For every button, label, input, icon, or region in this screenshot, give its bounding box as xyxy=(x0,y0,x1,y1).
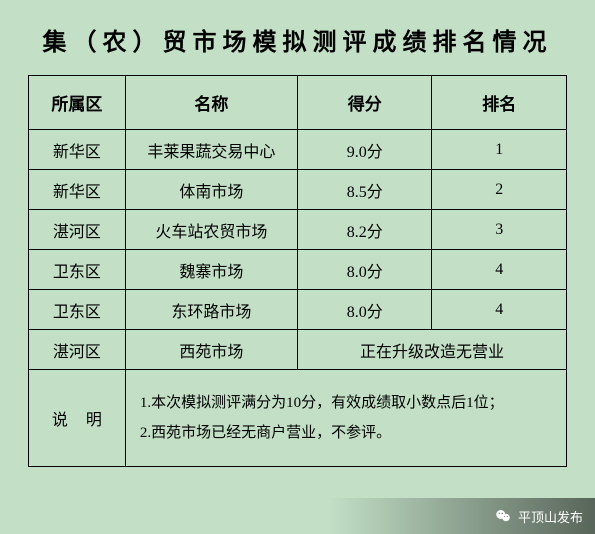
cell-rank: 3 xyxy=(432,210,567,250)
footer-watermark: 平顶山发布 xyxy=(0,498,595,534)
cell-district: 新华区 xyxy=(29,130,126,170)
page-title: 集（农）贸市场模拟测评成绩排名情况 xyxy=(0,0,595,75)
col-score: 得分 xyxy=(297,76,432,130)
cell-status: 正在升级改造无营业 xyxy=(297,330,566,370)
table-container: 所属区 名称 得分 排名 新华区 丰莱果蔬交易中心 9.0分 1 新华区 体南市… xyxy=(0,75,595,467)
cell-rank: 1 xyxy=(432,130,567,170)
cell-score: 8.2分 xyxy=(297,210,432,250)
cell-name: 魏寨市场 xyxy=(125,250,297,290)
col-rank: 排名 xyxy=(432,76,567,130)
cell-score: 9.0分 xyxy=(297,130,432,170)
cell-score: 8.5分 xyxy=(297,170,432,210)
cell-rank: 2 xyxy=(432,170,567,210)
cell-district: 湛河区 xyxy=(29,330,126,370)
cell-district: 卫东区 xyxy=(29,250,126,290)
cell-name: 东环路市场 xyxy=(125,290,297,330)
cell-district: 新华区 xyxy=(29,170,126,210)
cell-score: 8.0分 xyxy=(297,290,432,330)
col-name: 名称 xyxy=(125,76,297,130)
note-line-2: 2.西苑市场已经无商户营业，不参评。 xyxy=(140,418,558,448)
table-row: 新华区 丰莱果蔬交易中心 9.0分 1 xyxy=(29,130,567,170)
cell-rank: 4 xyxy=(432,250,567,290)
footer-source-text: 平顶山发布 xyxy=(518,507,583,526)
note-content: 1.本次模拟测评满分为10分，有效成绩取小数点后1位； 2.西苑市场已经无商户营… xyxy=(125,370,566,467)
table-row: 卫东区 东环路市场 8.0分 4 xyxy=(29,290,567,330)
ranking-table: 所属区 名称 得分 排名 新华区 丰莱果蔬交易中心 9.0分 1 新华区 体南市… xyxy=(28,75,567,467)
note-label: 说明 xyxy=(29,370,126,467)
note-line-1: 1.本次模拟测评满分为10分，有效成绩取小数点后1位； xyxy=(140,388,558,418)
cell-score: 8.0分 xyxy=(297,250,432,290)
cell-name: 西苑市场 xyxy=(125,330,297,370)
table-row: 卫东区 魏寨市场 8.0分 4 xyxy=(29,250,567,290)
wechat-icon xyxy=(494,507,512,525)
table-header-row: 所属区 名称 得分 排名 xyxy=(29,76,567,130)
table-row: 湛河区 火车站农贸市场 8.2分 3 xyxy=(29,210,567,250)
cell-rank: 4 xyxy=(432,290,567,330)
table-row: 新华区 体南市场 8.5分 2 xyxy=(29,170,567,210)
cell-name: 丰莱果蔬交易中心 xyxy=(125,130,297,170)
col-district: 所属区 xyxy=(29,76,126,130)
cell-name: 火车站农贸市场 xyxy=(125,210,297,250)
cell-district: 湛河区 xyxy=(29,210,126,250)
table-row-special: 湛河区 西苑市场 正在升级改造无营业 xyxy=(29,330,567,370)
cell-name: 体南市场 xyxy=(125,170,297,210)
cell-district: 卫东区 xyxy=(29,290,126,330)
table-note-row: 说明 1.本次模拟测评满分为10分，有效成绩取小数点后1位； 2.西苑市场已经无… xyxy=(29,370,567,467)
